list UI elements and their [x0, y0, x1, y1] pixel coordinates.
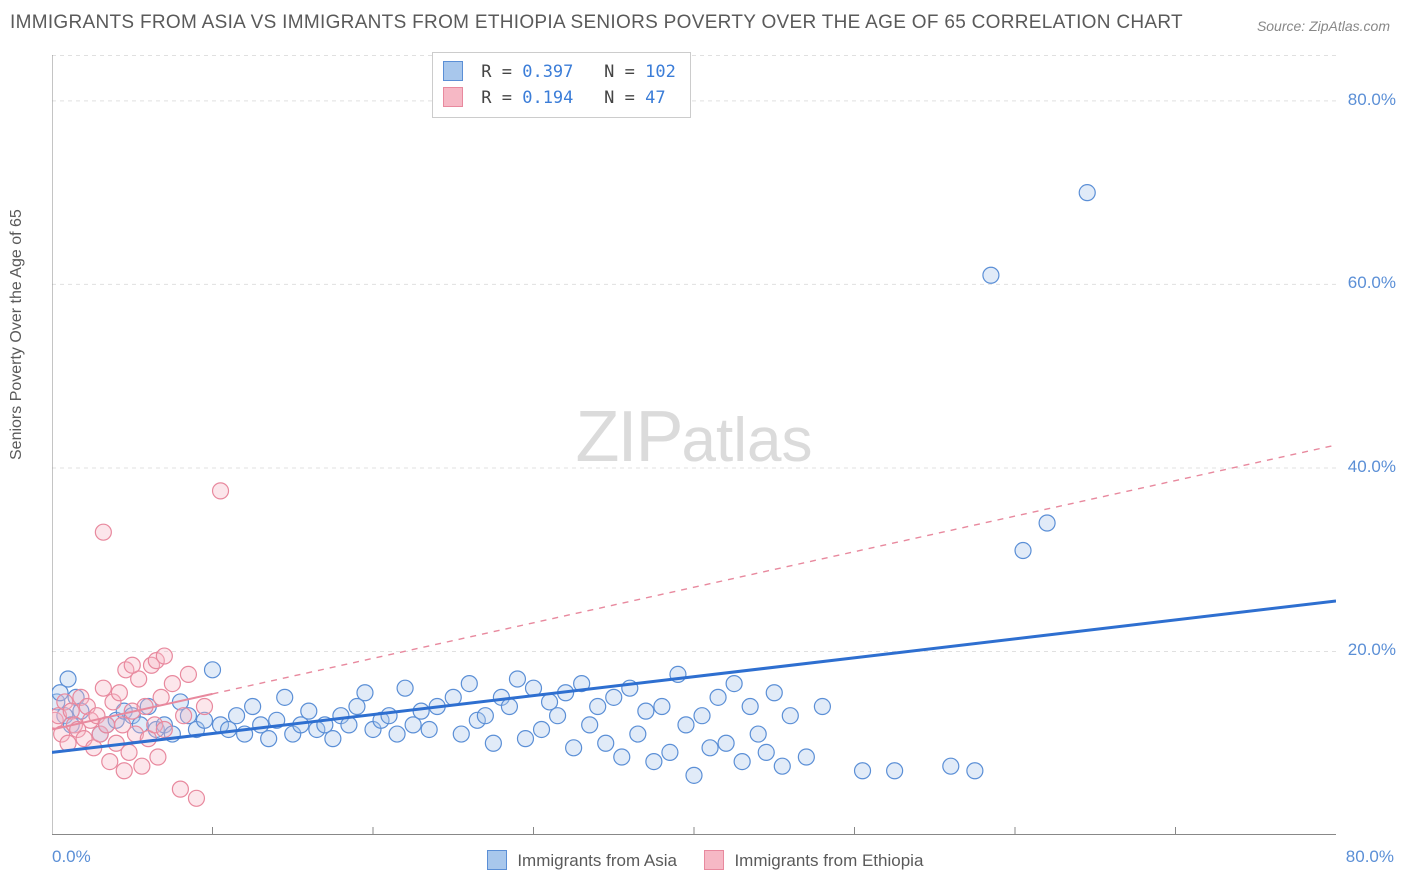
chart-title: IMMIGRANTS FROM ASIA VS IMMIGRANTS FROM …	[10, 12, 1183, 34]
n-value-asia: 102	[645, 62, 676, 82]
n-label: N =	[604, 88, 635, 108]
swatch-asia	[443, 61, 463, 81]
legend-swatch-asia	[487, 850, 507, 870]
y-tick: 60.0%	[1348, 273, 1396, 293]
r-value-asia: 0.397	[522, 62, 573, 82]
x-tick-high: 80.0%	[1346, 847, 1394, 867]
correlation-row-ethiopia: R = 0.194 N = 47	[443, 85, 676, 111]
y-tick: 40.0%	[1348, 457, 1396, 477]
legend-label-ethiopia: Immigrants from Ethiopia	[734, 851, 923, 870]
n-value-ethiopia: 47	[645, 88, 665, 108]
correlation-box: R = 0.397 N = 102 R = 0.194 N = 47	[432, 52, 691, 118]
r-label: R =	[481, 62, 512, 82]
r-value-ethiopia: 0.194	[522, 88, 573, 108]
y-axis-label: Seniors Poverty Over the Age of 65	[8, 209, 26, 460]
legend-swatch-ethiopia	[704, 850, 724, 870]
legend-label-asia: Immigrants from Asia	[517, 851, 677, 870]
chart-container: IMMIGRANTS FROM ASIA VS IMMIGRANTS FROM …	[0, 0, 1406, 892]
y-tick: 20.0%	[1348, 640, 1396, 660]
correlation-row-asia: R = 0.397 N = 102	[443, 59, 676, 85]
y-tick: 80.0%	[1348, 90, 1396, 110]
source-attribution: Source: ZipAtlas.com	[1257, 18, 1390, 34]
swatch-ethiopia	[443, 87, 463, 107]
n-label: N =	[604, 62, 635, 82]
x-legend: Immigrants from Asia Immigrants from Eth…	[52, 850, 1336, 871]
chart-area: ZIPatlas R = 0.397 N = 102 R = 0.194 N =…	[52, 55, 1336, 835]
r-label: R =	[481, 88, 512, 108]
chart-svg	[52, 55, 1336, 835]
